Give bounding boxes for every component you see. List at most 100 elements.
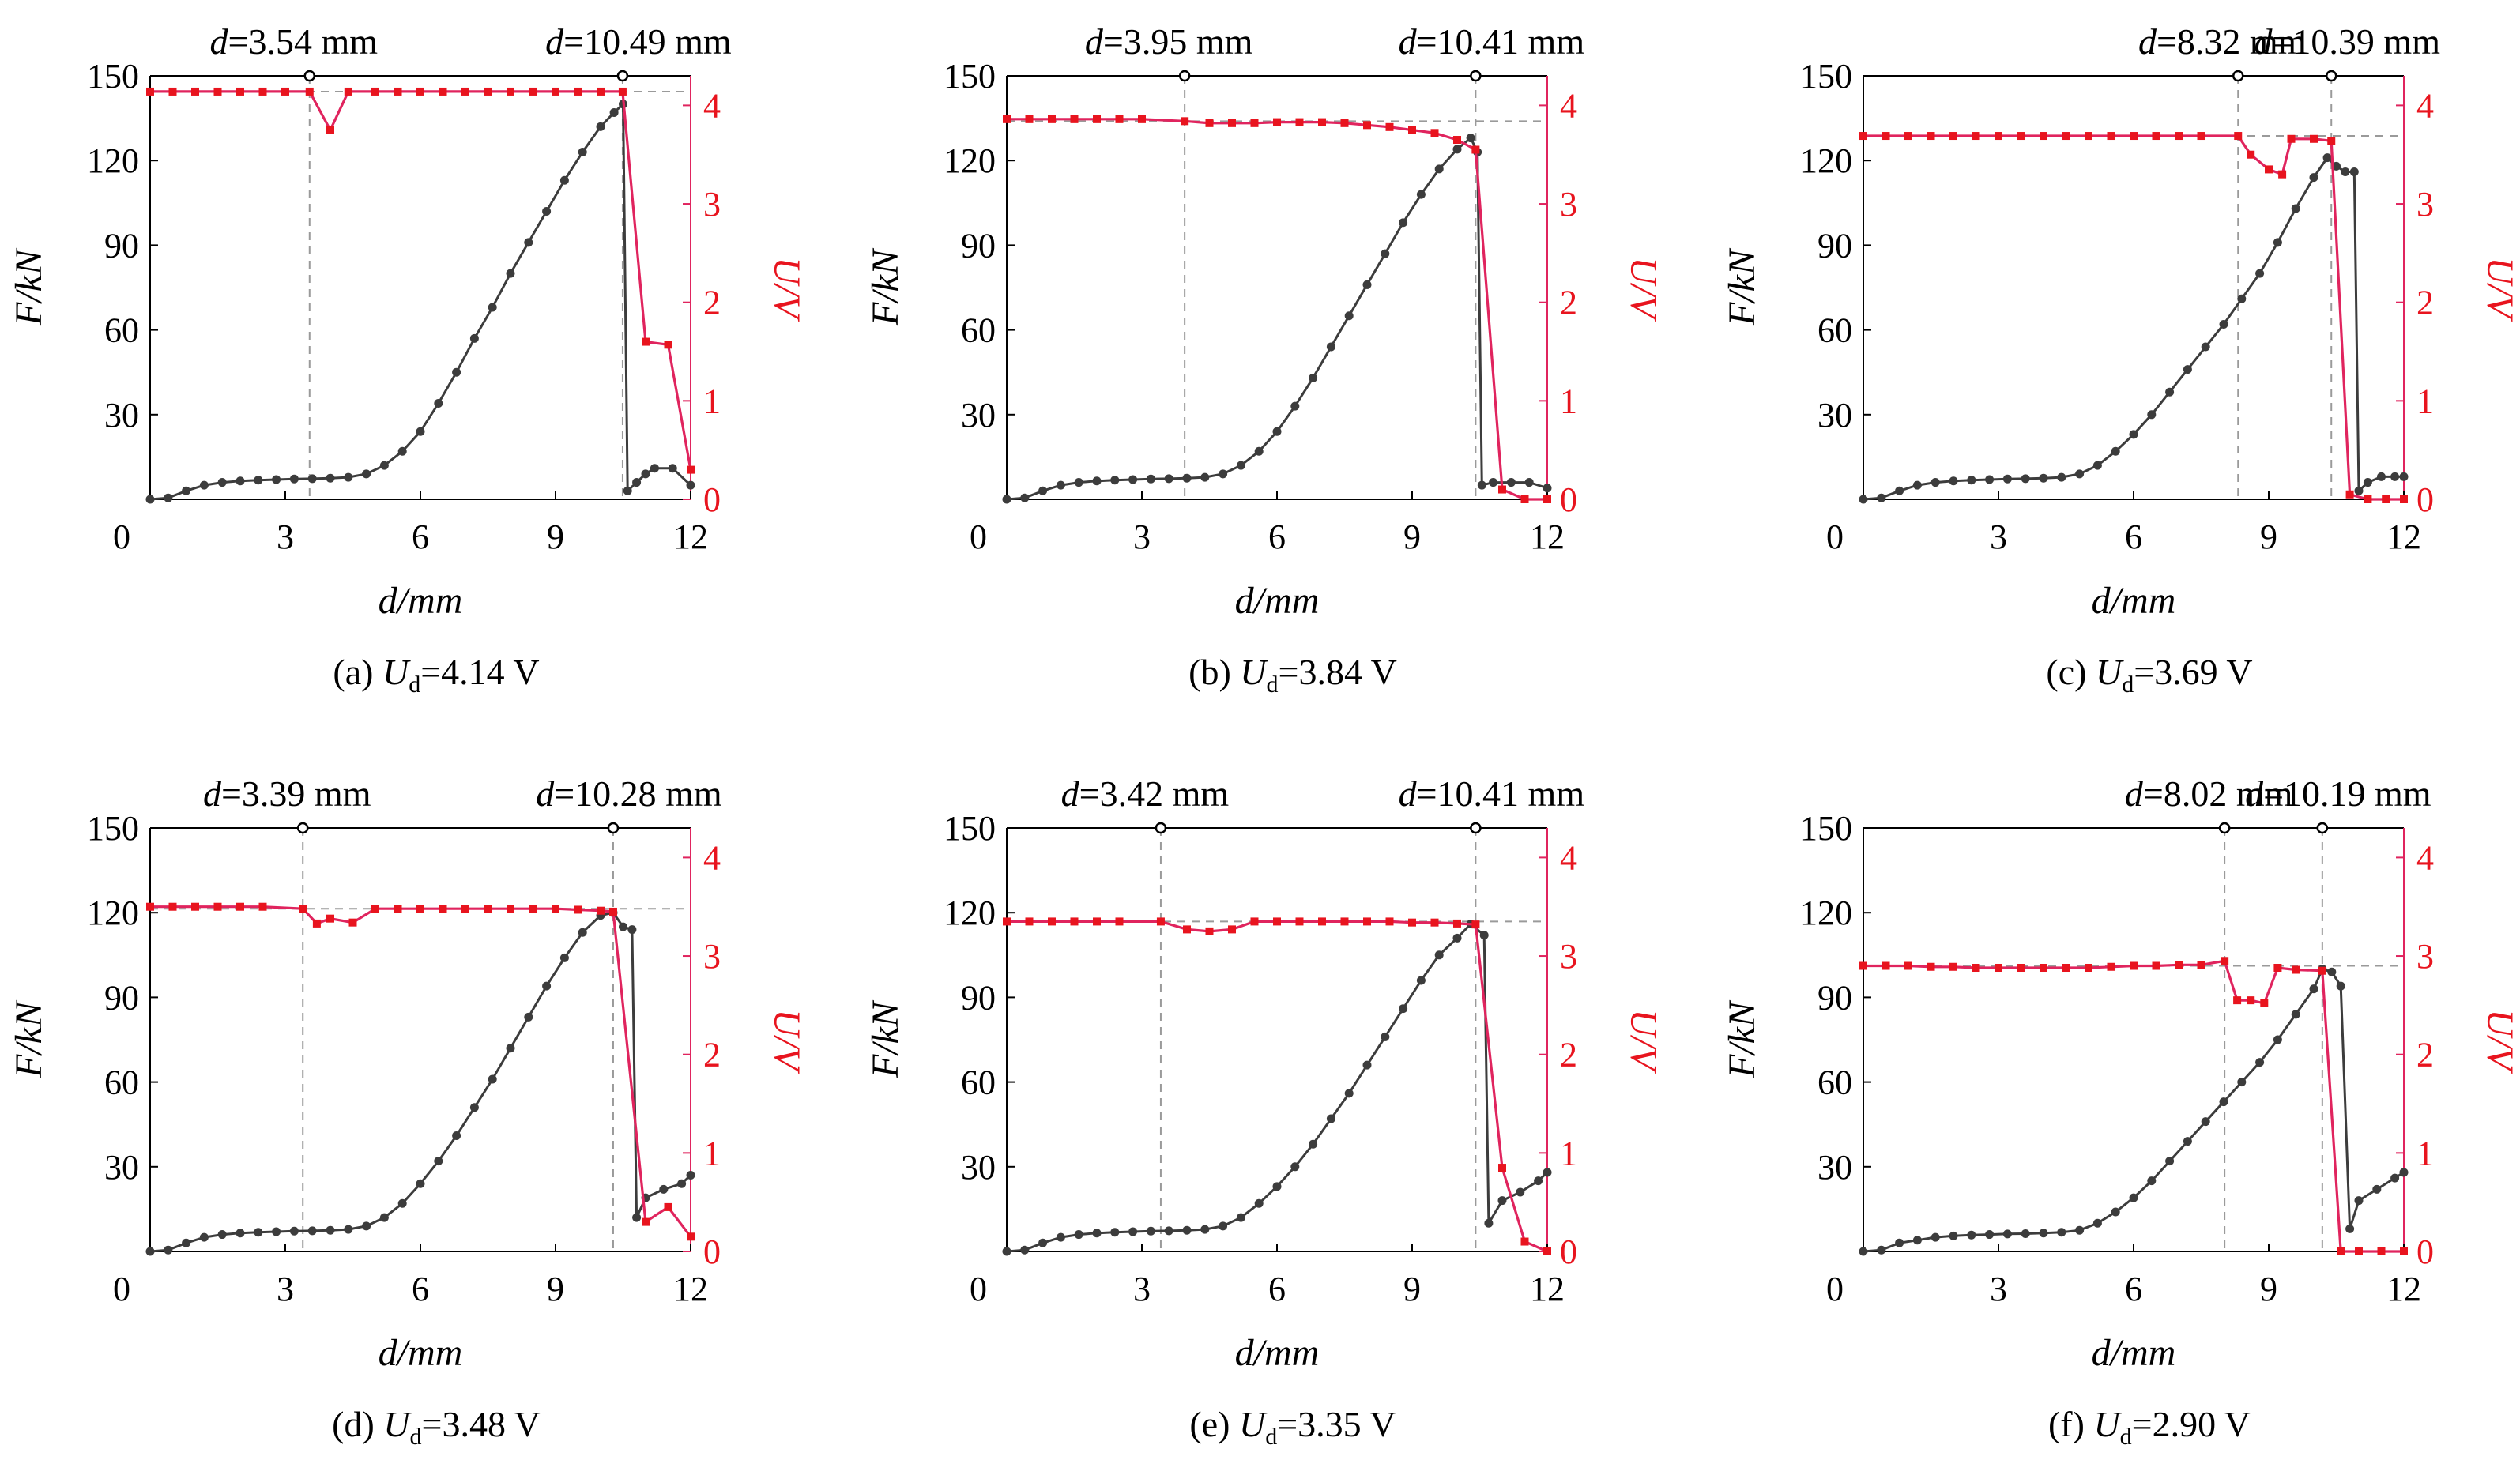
voltage-point [312,919,321,928]
force-point [578,928,587,937]
force-point [1516,1187,1525,1197]
voltage-point [1471,920,1480,929]
force-point [1985,1230,1995,1240]
force-point [1128,1227,1138,1236]
x-tick-label: 0 [113,1270,130,1308]
voltage-point [1882,132,1890,141]
force-point [578,147,587,156]
force-point [2183,365,2192,374]
force-point [623,486,632,495]
force-point [1344,1089,1354,1098]
force-point [2322,153,2332,163]
force-point [1399,1004,1408,1014]
y-left-axis-title: F/kN [864,247,906,326]
force-point [632,478,642,487]
d-marker [1155,822,1167,834]
voltage-point [2107,962,2115,971]
voltage-point [1520,1237,1529,1246]
voltage-point [1048,917,1056,926]
force-point [469,333,479,343]
voltage-point [2234,132,2243,141]
force-point [641,469,650,479]
d-annotation-value: =3.54 mm [228,21,379,62]
caption-var: U [383,1404,412,1444]
x-tick-label: 0 [970,517,987,556]
force-point [1326,1114,1335,1123]
force-point [1219,469,1228,479]
voltage-point [236,902,244,911]
force-point [2092,461,2102,470]
force-point [326,1225,335,1235]
force-point [677,1179,687,1188]
y-right-axis-title: U/V [1622,1009,1664,1074]
force-point [524,1012,533,1022]
y-right-tick-label: 4 [1560,86,1577,125]
x-tick-label: 6 [2125,517,2142,556]
voltage-point [1498,485,1506,494]
d-annotation-var: d [2245,773,2264,814]
force-point [2341,167,2350,176]
voltage-point [1904,132,1912,141]
caption-sub: d [1265,1424,1277,1450]
force-point [559,953,569,962]
voltage-point [2040,964,2047,973]
force-point [2057,1228,2066,1237]
y-left-tick-label: 120 [1800,141,1852,180]
voltage-point [439,905,447,913]
y-right-tick-label: 0 [703,1232,721,1271]
force-point [559,175,569,185]
d-annotation-var: d [2254,21,2273,62]
voltage-point [236,87,244,96]
d-marker [303,70,316,82]
force-point [397,446,407,456]
force-point [686,480,695,490]
voltage-point [618,87,627,96]
x-tick-label: 9 [547,1270,564,1308]
y-left-tick-label: 60 [961,1063,996,1102]
caption-value: =3.48 V [422,1404,541,1444]
force-point [2372,1184,2382,1194]
force-point [307,1226,317,1236]
force-point [235,476,245,486]
d-annotation-value: =10.41 mm [1417,773,1585,814]
force-point [199,1232,209,1242]
voltage-point [394,87,402,96]
force-point [2255,269,2265,278]
force-point [1452,933,1462,943]
y-right-tick-label: 2 [2416,1036,2434,1074]
y-left-axis-title: F/kN [8,247,50,326]
force-point [452,1131,461,1140]
d-annotation-var: d [2125,773,2144,814]
voltage-point [461,87,469,96]
d-annotation-value: =10.39 mm [2272,21,2440,62]
voltage-point [1273,917,1281,926]
y-right-tick-label: 0 [1560,480,1577,519]
voltage-point [1228,925,1236,934]
x-tick-label: 0 [1826,1270,1844,1308]
x-axis-title: d/mm [2092,580,2176,622]
voltage-point [2327,137,2336,145]
x-tick-label: 12 [2386,517,2421,556]
voltage-point [2377,1247,2386,1255]
d-annotation-value: =8.02 mm [2143,773,2293,814]
y-left-tick-label: 30 [104,1148,139,1187]
force-point [344,472,353,482]
force-point [2354,486,2364,495]
voltage-point [2260,999,2269,1007]
force-point [1164,1226,1173,1236]
force-point [1912,480,1922,490]
force-point [1489,478,1498,487]
voltage-point [1972,964,1980,973]
force-point [650,464,659,473]
voltage-point [258,902,267,911]
panel-caption: (e) Ud=3.35 V [1189,1404,1396,1450]
d-annotation-value: =8.32 mm [2157,21,2307,62]
force-point [289,474,299,484]
force-series-line [149,101,692,501]
voltage-point [1115,917,1124,926]
force-point [145,495,155,504]
force-point [1859,1247,1868,1256]
caption-value: =4.14 V [420,652,539,692]
voltage-point [1093,917,1101,926]
